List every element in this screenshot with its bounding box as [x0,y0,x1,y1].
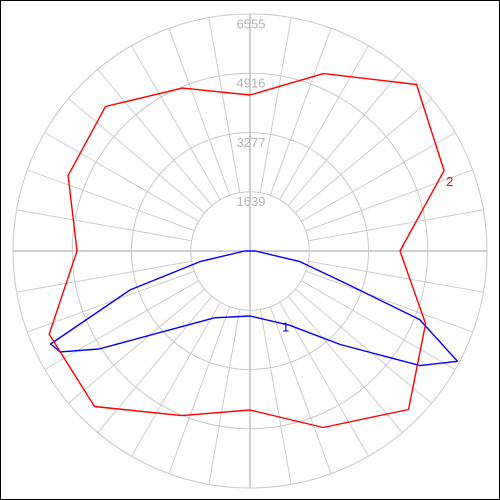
series-label: 2 [446,174,453,189]
grid-circle [12,13,488,489]
spoke [287,296,403,433]
r-tick-label: 1639 [237,194,266,209]
r-tick-label: 4916 [237,76,266,91]
spoke [305,270,473,333]
spoke [68,98,205,214]
spoke [259,309,292,485]
spoke [279,302,369,457]
plot: 12 [48,72,459,429]
spoke [269,28,332,196]
spoke [16,260,192,293]
grid-circle [71,72,429,430]
spoke [97,69,213,206]
grid-circle [131,132,369,370]
r-tick-label: 3277 [237,135,266,150]
grid: 1639 3277 4916 6555 [12,13,488,489]
spoke [131,302,221,457]
spoke [97,296,213,433]
spoke [44,280,199,370]
spoke [308,260,484,293]
spoke [259,17,292,193]
spoke [295,288,432,404]
spoke [305,169,473,232]
grid-circle [190,191,310,311]
spoke [308,209,484,242]
spoke [208,309,241,485]
r-tick-label: 6555 [237,16,266,31]
series-line [49,250,459,367]
series-line [48,72,445,429]
spoke [27,169,195,232]
spoke [68,288,205,404]
spoke [27,270,195,333]
spoke [279,45,369,200]
series-label: 1 [282,319,289,334]
spoke [208,17,241,193]
spoke [295,98,432,214]
spoke [168,306,231,474]
spoke [301,132,456,222]
spoke [287,69,403,206]
spoke [269,306,332,474]
spoke [168,28,231,196]
spoke [301,280,456,370]
spoke [16,209,192,242]
spoke [131,45,221,200]
spoke [44,132,199,222]
